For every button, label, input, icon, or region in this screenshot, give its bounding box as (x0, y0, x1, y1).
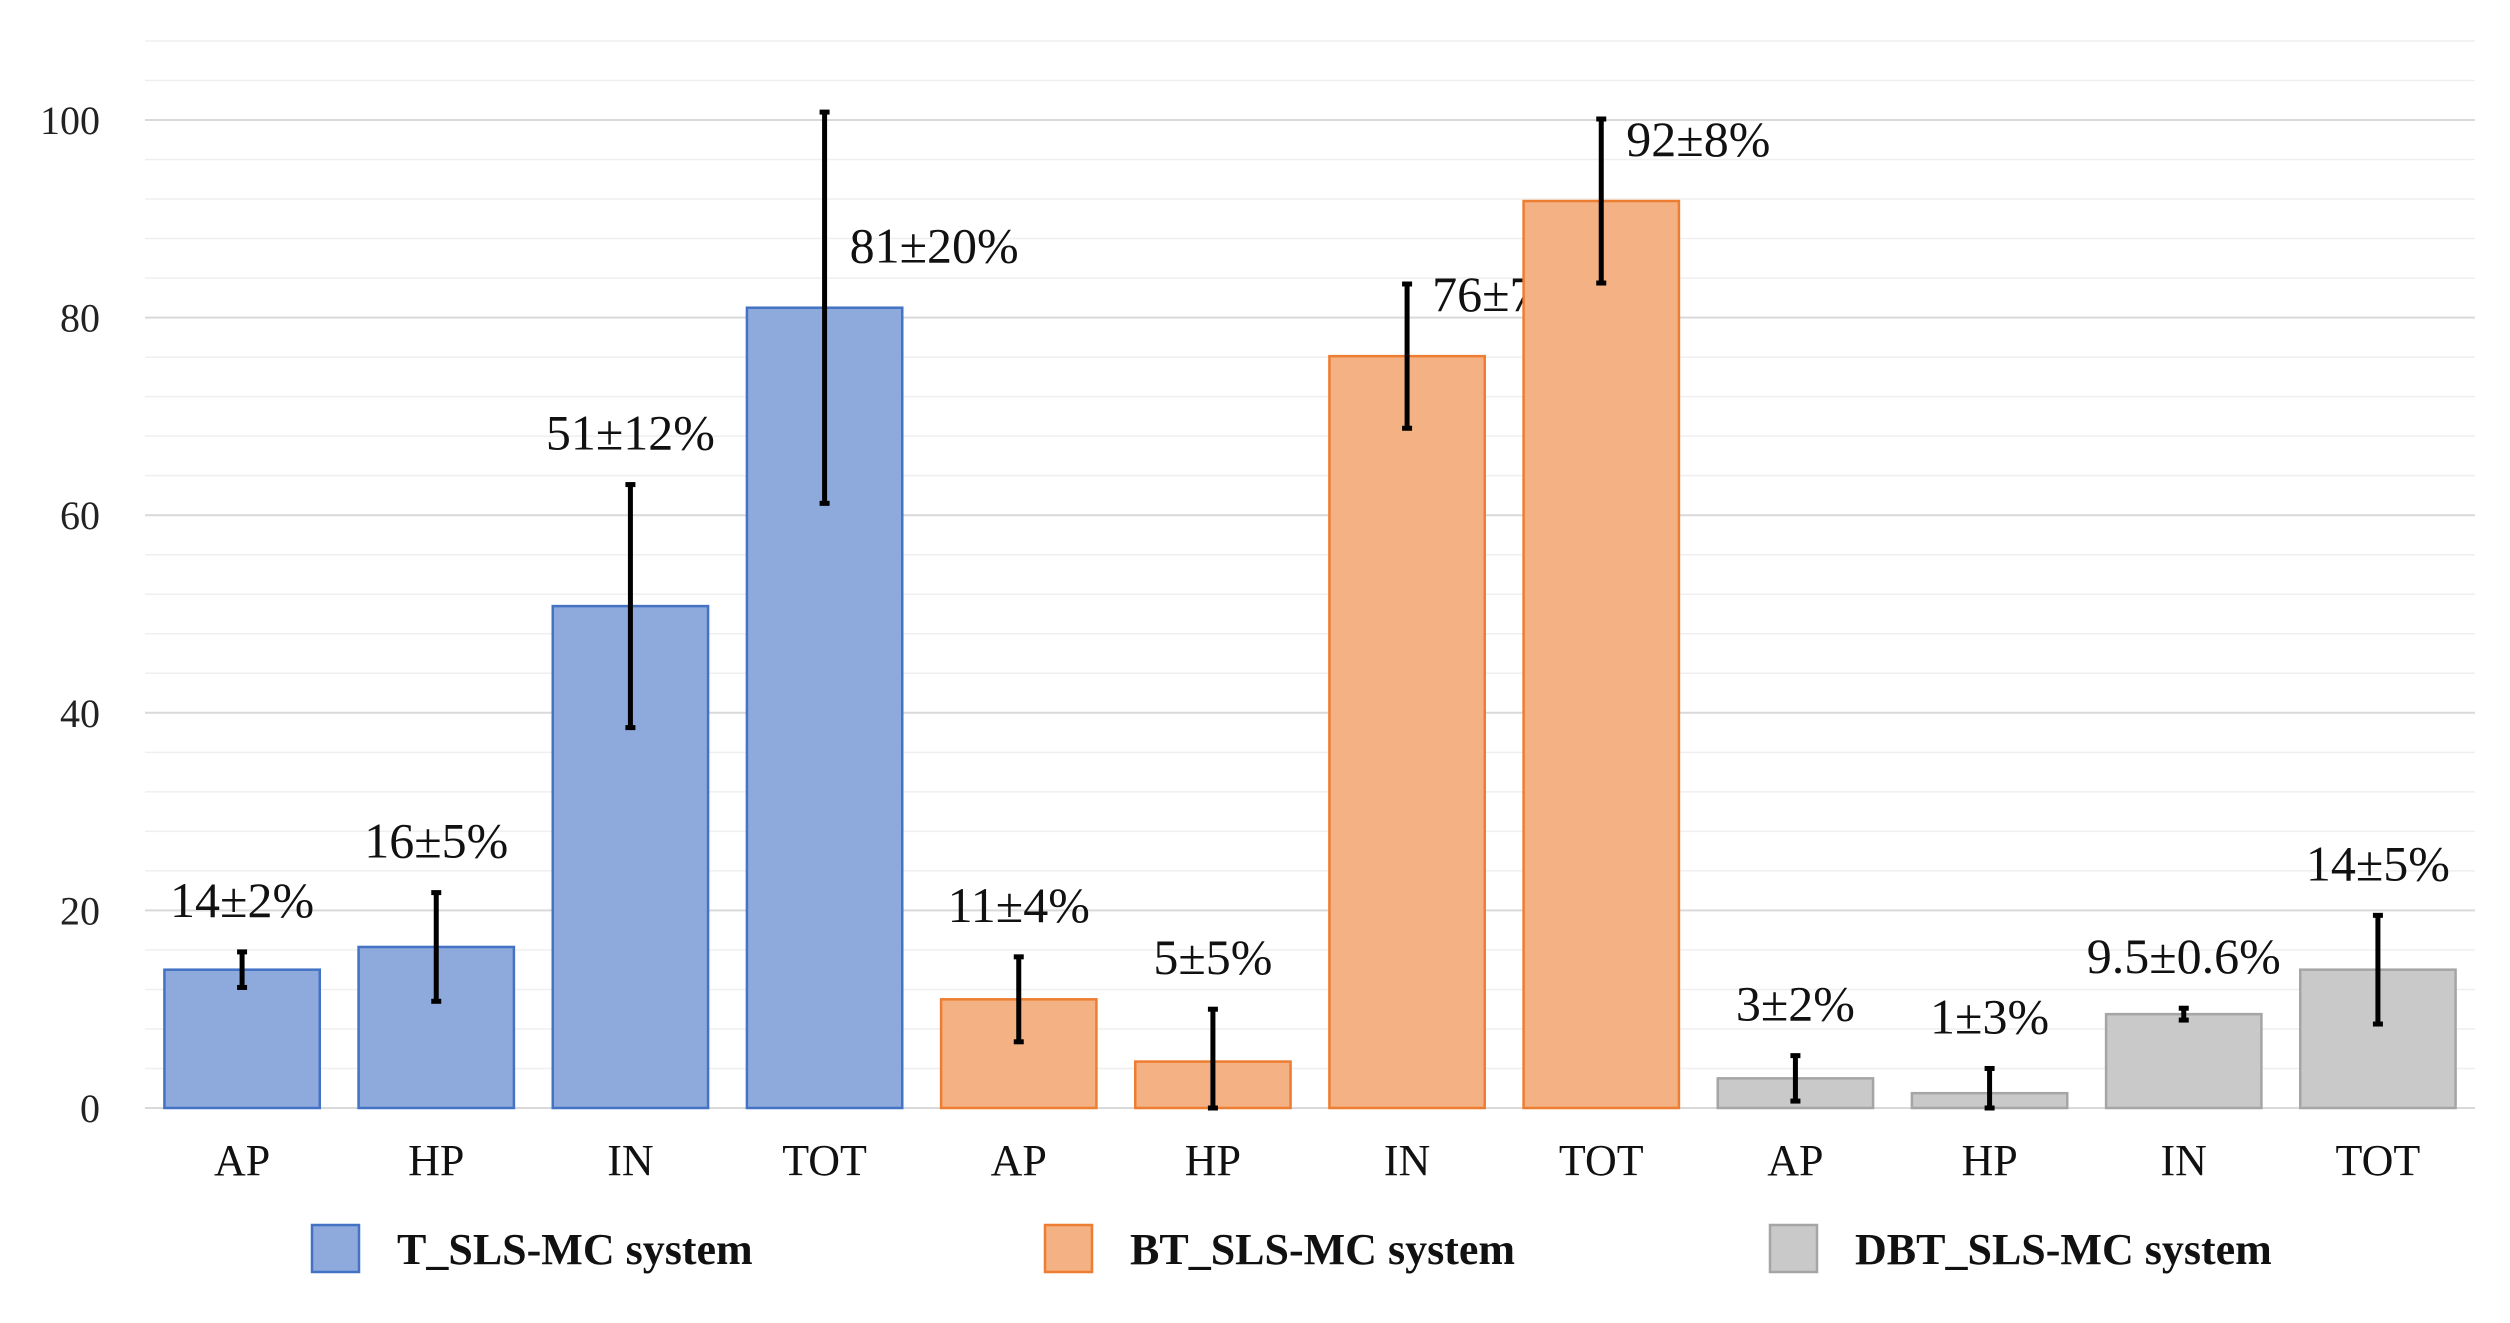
y-tick-label: 20 (60, 888, 100, 933)
x-tick-label: HP (408, 1136, 464, 1185)
data-label: 14±2% (170, 872, 314, 928)
data-label: 14±5% (2306, 835, 2450, 891)
x-tick-label: AP (991, 1136, 1047, 1185)
y-tick-label: 80 (60, 296, 100, 341)
x-tick-label: AP (1767, 1136, 1823, 1185)
x-tick-label: HP (1185, 1136, 1241, 1185)
data-label: 51±12% (546, 405, 715, 461)
y-tick-label: 100 (40, 98, 100, 143)
data-label: 81±20% (850, 218, 1019, 274)
bar (163, 968, 321, 1110)
x-tick-label: IN (607, 1136, 653, 1185)
x-tick-label: IN (2161, 1136, 2207, 1185)
data-label: 1±3% (1930, 988, 2049, 1044)
data-label: 92±8% (1626, 111, 1770, 167)
bar (2104, 1012, 2263, 1110)
legend-label: T_SLS-MC system (397, 1225, 753, 1274)
data-label: 9.5±0.6% (2087, 928, 2281, 984)
legend-label: DBT_SLS-MC system (1855, 1225, 2272, 1274)
y-tick-label: 60 (60, 493, 100, 538)
data-label: 3±2% (1736, 976, 1855, 1032)
y-tick-label: 40 (60, 691, 100, 736)
bar (1522, 199, 1681, 1110)
legend-swatch (1768, 1223, 1819, 1274)
x-tick-label: IN (1384, 1136, 1430, 1185)
legend-swatch (310, 1223, 361, 1274)
data-label: 16±5% (364, 813, 508, 869)
legend-label: BT_SLS-MC system (1130, 1225, 1515, 1274)
y-tick-label: 0 (80, 1086, 100, 1131)
x-tick-label: TOT (1559, 1136, 1644, 1185)
x-tick-label: TOT (782, 1136, 867, 1185)
x-tick-label: HP (1961, 1136, 2017, 1185)
x-tick-label: AP (214, 1136, 270, 1185)
data-label: 11±4% (948, 877, 1090, 933)
x-tick-label: TOT (2336, 1136, 2421, 1185)
data-label: 5±5% (1153, 929, 1272, 985)
legend-swatch (1043, 1223, 1094, 1274)
bar (1328, 354, 1486, 1110)
